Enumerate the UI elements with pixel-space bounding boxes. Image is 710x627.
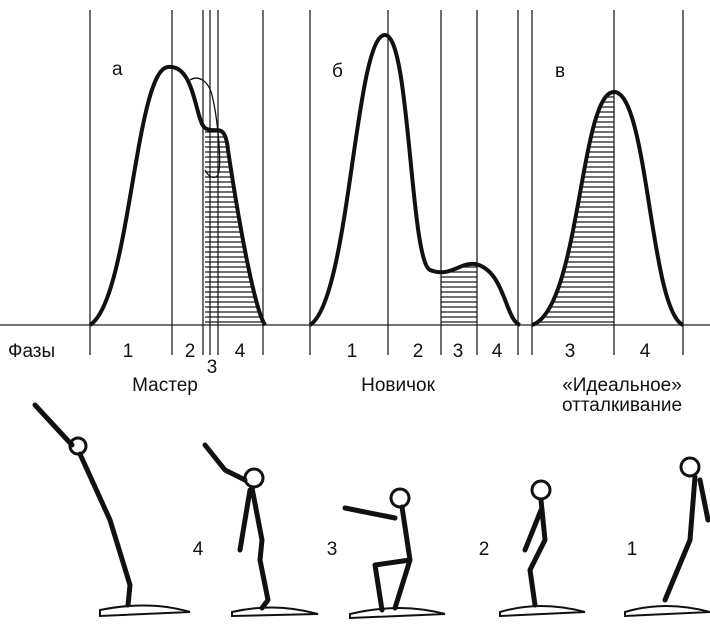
phase: 4 [235,341,246,362]
phase: 1 [123,341,134,362]
panel-letter: а [112,59,123,80]
curves [88,32,685,327]
athletes [32,402,710,620]
caption: отталкивание [562,395,682,416]
figure-number: 1 [627,539,638,560]
phase: 4 [492,341,503,362]
phase: 4 [640,341,651,362]
panel-letter: б [332,61,343,82]
caption: Новичок [361,375,435,396]
figure-number: 4 [193,539,204,560]
phase: 3 [453,341,464,362]
figure-number: 2 [479,539,490,560]
phase: 3 [565,341,576,362]
caption: Мастер [132,375,198,396]
phase: 1 [347,341,358,362]
figure-number: 3 [327,539,338,560]
phase: 3 [207,357,218,378]
phase: 2 [185,341,196,362]
panel-letter: в [555,61,565,82]
caption: «Идеальное» [562,375,682,396]
phase: 2 [413,341,424,362]
phases-label: Фазы [8,341,55,362]
